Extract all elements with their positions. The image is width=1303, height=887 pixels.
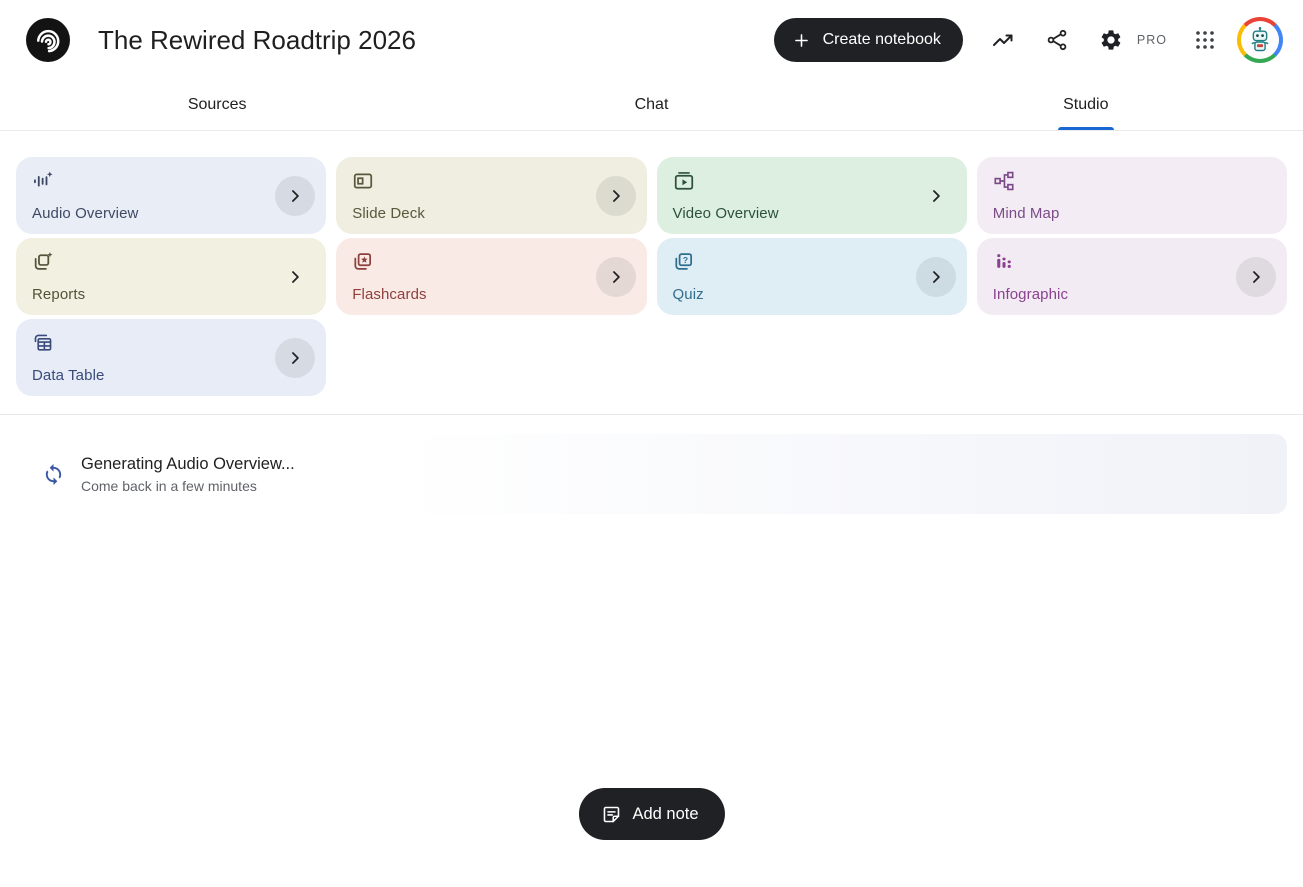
studio-card-infographic[interactable]: Infographic <box>976 238 1287 315</box>
studio-card-data-table[interactable]: Data Table <box>16 319 327 396</box>
panel-tabs: Sources Chat Studio <box>0 80 1303 131</box>
tab-chat[interactable]: Chat <box>434 80 868 130</box>
card-label: Audio Overview <box>32 205 139 222</box>
create-notebook-label: Create notebook <box>822 31 941 48</box>
notebook-title[interactable]: The Rewired Roadtrip 2026 <box>98 24 416 55</box>
card-open-button[interactable] <box>275 257 315 297</box>
settings-button[interactable] <box>1087 16 1135 64</box>
video-overview-icon <box>673 170 695 192</box>
studio-card-quiz[interactable]: ? Quiz <box>656 238 967 315</box>
note-icon <box>600 804 621 825</box>
tab-studio[interactable]: Studio <box>869 80 1303 130</box>
sync-spinner-icon <box>42 463 65 486</box>
add-note-button[interactable]: Add note <box>578 788 725 840</box>
card-label: Flashcards <box>352 286 427 303</box>
plus-icon <box>792 31 811 50</box>
flashcards-star-icon <box>352 251 374 273</box>
card-label: Reports <box>32 286 86 303</box>
card-open-button[interactable] <box>275 175 316 216</box>
studio-card-flashcards[interactable]: Flashcards <box>336 238 647 315</box>
account-avatar[interactable] <box>1237 17 1283 63</box>
chevron-right-icon <box>285 267 305 287</box>
card-open-button[interactable] <box>275 337 316 378</box>
card-label: Quiz <box>672 286 704 303</box>
generating-status-row: Generating Audio Overview... Come back i… <box>16 434 1287 514</box>
slide-deck-icon <box>352 170 374 192</box>
tab-sources[interactable]: Sources <box>0 80 434 130</box>
plan-badge: PRO <box>1136 33 1167 47</box>
tab-label: Studio <box>1063 96 1109 113</box>
trending-up-icon <box>991 28 1015 52</box>
card-open-button[interactable] <box>1236 256 1276 297</box>
add-note-label: Add note <box>632 804 699 823</box>
card-label: Slide Deck <box>352 205 425 222</box>
svg-text:?: ? <box>682 255 687 265</box>
infographic-bars-icon <box>993 251 1015 273</box>
card-label: Mind Map <box>992 205 1060 222</box>
mind-map-icon <box>993 170 1015 192</box>
chevron-right-icon <box>926 186 946 206</box>
studio-card-audio-overview[interactable]: Audio Overview <box>16 157 327 234</box>
card-label: Infographic <box>992 286 1069 303</box>
studio-card-slide-deck[interactable]: Slide Deck <box>336 157 647 234</box>
card-open-button[interactable] <box>915 256 956 297</box>
studio-card-reports[interactable]: Reports <box>16 238 327 315</box>
gear-icon <box>1099 28 1123 52</box>
chevron-right-icon <box>606 267 626 287</box>
chevron-right-icon <box>1246 267 1266 287</box>
active-tab-underline <box>1057 127 1114 130</box>
app-header: The Rewired Roadtrip 2026 Create noteboo… <box>0 0 1303 80</box>
card-open-button[interactable] <box>916 176 956 216</box>
studio-divider <box>0 414 1303 415</box>
create-notebook-button[interactable]: Create notebook <box>773 18 963 62</box>
share-button[interactable] <box>1033 16 1081 64</box>
tab-label: Sources <box>187 96 247 113</box>
audio-waveform-sparkle-icon <box>32 170 54 192</box>
generating-title: Generating Audio Overview... <box>81 454 295 473</box>
apps-grid-icon <box>1193 28 1217 52</box>
share-icon <box>1045 28 1069 52</box>
chevron-right-icon <box>606 186 626 206</box>
chevron-right-icon <box>926 267 946 287</box>
reports-sparkle-icon <box>32 251 54 273</box>
avatar-robot-image <box>1241 21 1279 59</box>
card-open-button[interactable] <box>595 256 636 297</box>
google-apps-button[interactable] <box>1181 16 1229 64</box>
tab-label: Chat <box>634 96 669 113</box>
card-label: Data Table <box>32 367 105 384</box>
notebooklm-logo[interactable] <box>26 18 70 62</box>
generating-subtitle: Come back in a few minutes <box>81 477 257 494</box>
quiz-question-icon: ? <box>673 251 695 273</box>
card-open-button[interactable] <box>595 175 636 216</box>
analytics-button[interactable] <box>979 16 1027 64</box>
chevron-right-icon <box>285 348 305 368</box>
studio-card-mind-map[interactable]: Mind Map <box>976 157 1287 234</box>
studio-card-video-overview[interactable]: Video Overview <box>656 157 967 234</box>
data-table-icon <box>32 332 54 354</box>
chevron-right-icon <box>285 186 305 206</box>
card-label: Video Overview <box>672 205 779 222</box>
studio-grid: Audio Overview Slide Deck Video Overview <box>16 157 1287 396</box>
